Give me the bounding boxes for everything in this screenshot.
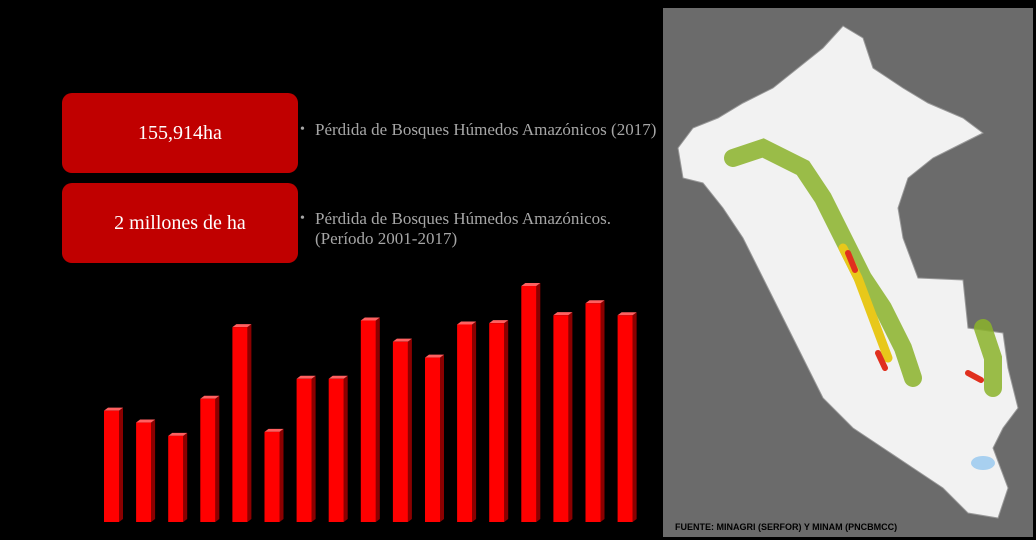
- bar-side: [472, 321, 477, 522]
- bar-top: [553, 312, 573, 316]
- bar-top: [585, 300, 605, 304]
- bar-side: [151, 419, 156, 522]
- bar-side: [407, 338, 412, 522]
- bar-side: [440, 354, 444, 522]
- deforestation-zone: [724, 138, 1002, 397]
- map: FUENTE: MINAGRI (SERFOR) Y MINAM (PNCBMC…: [663, 8, 1033, 537]
- map-source: FUENTE: MINAGRI (SERFOR) Y MINAM (PNCBMC…: [675, 522, 897, 532]
- deforestation-hotspot: [845, 250, 984, 383]
- bar-top: [521, 283, 541, 286]
- bar-side: [343, 375, 348, 522]
- bar: [553, 315, 569, 522]
- callout-text: Pérdida de Bosques Húmedos Amazónicos (2…: [300, 120, 665, 140]
- lake: [971, 456, 995, 470]
- bar: [457, 324, 473, 522]
- bar-top: [232, 324, 252, 328]
- bar-side: [600, 300, 605, 522]
- bar: [617, 315, 633, 522]
- bar-side: [183, 432, 188, 522]
- callout-text: Pérdida de Bosques Húmedos Amazónicos. (…: [300, 209, 665, 249]
- bar: [104, 410, 119, 522]
- bar-top: [489, 320, 509, 324]
- bar-side: [375, 317, 380, 522]
- bar: [296, 378, 312, 522]
- bar-top: [425, 354, 444, 358]
- bar-side: [119, 407, 123, 522]
- callout-box: 155,914ha: [62, 93, 298, 173]
- bar-chart: [104, 283, 637, 522]
- bar: [360, 320, 376, 522]
- bar: [200, 398, 216, 522]
- bar: [136, 422, 152, 522]
- bar-side: [311, 375, 316, 522]
- callout-box: 2 millones de ha: [62, 183, 298, 263]
- bar: [585, 303, 601, 522]
- bar-top: [168, 432, 188, 436]
- bar: [425, 357, 440, 522]
- bar-side: [632, 312, 637, 522]
- bar-top: [392, 338, 412, 342]
- bar-top: [200, 395, 220, 399]
- bar-side: [504, 320, 509, 522]
- bar: [232, 327, 248, 522]
- bar-top: [328, 375, 348, 379]
- bar: [521, 286, 537, 522]
- bar-top: [136, 419, 156, 423]
- bar-side: [279, 428, 284, 522]
- bar: [489, 323, 505, 522]
- bar: [392, 341, 408, 522]
- bar-side: [536, 283, 541, 522]
- bar-side: [568, 312, 573, 522]
- bar: [328, 378, 344, 522]
- bar: [168, 435, 184, 522]
- bar-top: [360, 317, 380, 321]
- bar-top: [457, 321, 477, 325]
- bar-side: [247, 324, 252, 522]
- bar-top: [104, 407, 123, 411]
- bar-top: [296, 375, 316, 379]
- bar-top: [617, 312, 637, 316]
- bar-top: [264, 428, 284, 432]
- bar-side: [215, 395, 220, 522]
- bar: [264, 431, 280, 522]
